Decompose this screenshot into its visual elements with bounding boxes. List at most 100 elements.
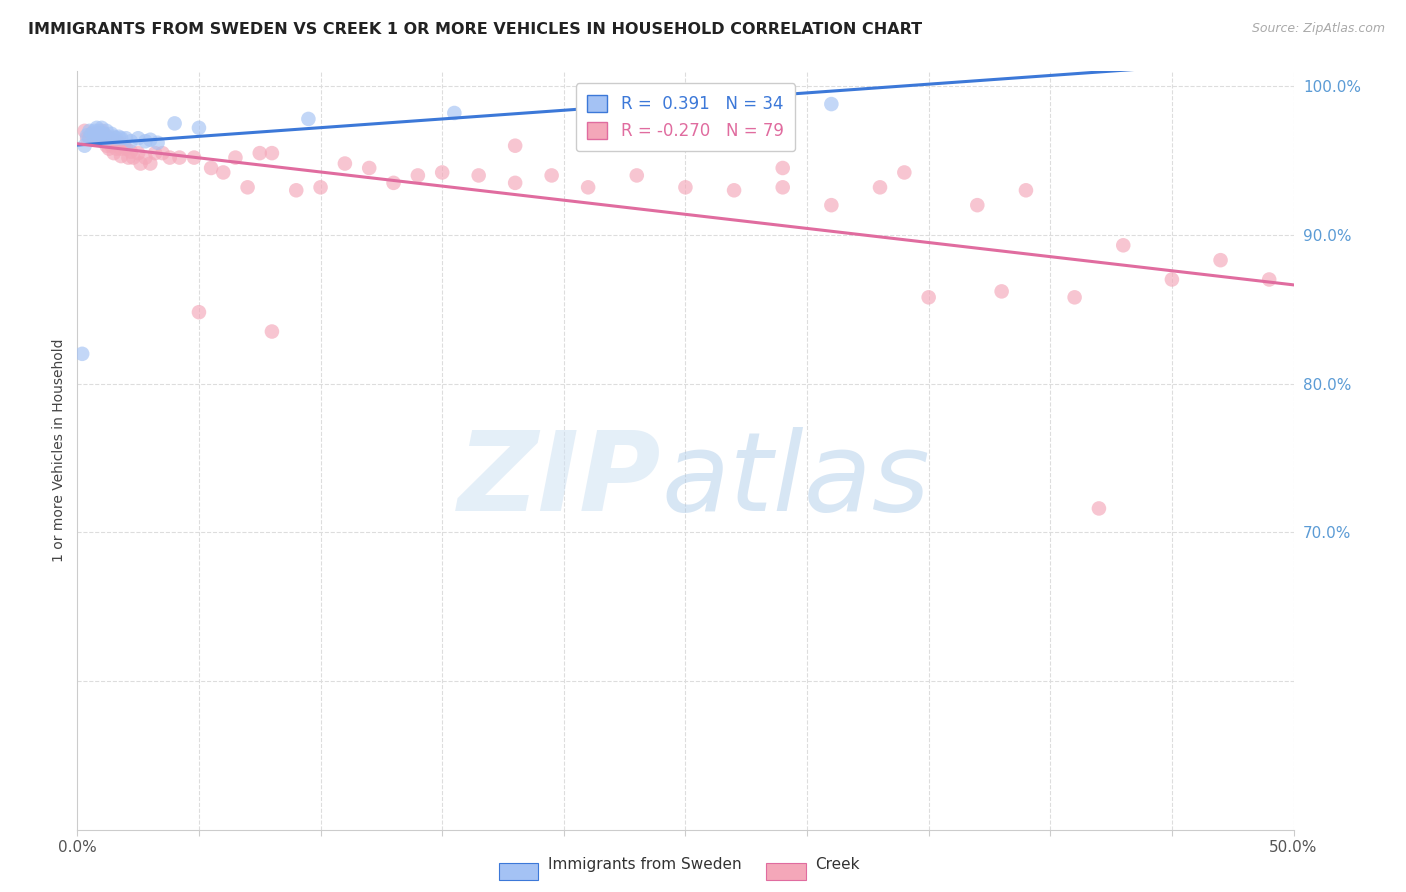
Point [503, 138, 526, 153]
Point [122, 151, 145, 165]
Text: Immigrants from Sweden: Immigrants from Sweden [548, 857, 742, 871]
Point [134, 134, 156, 148]
Point [127, 146, 149, 161]
Point [93, 133, 115, 147]
Point [120, 134, 142, 148]
Point [107, 136, 129, 150]
Point [76, 131, 98, 145]
Point [1112, 238, 1135, 252]
Point [1015, 183, 1038, 197]
Point [503, 176, 526, 190]
Point [107, 129, 129, 144]
Y-axis label: 1 or more Vehicles in Household: 1 or more Vehicles in Household [52, 339, 66, 562]
Point [90, 127, 112, 141]
Point [772, 161, 794, 175]
Point [359, 161, 381, 175]
Point [89, 131, 111, 145]
Point [93, 127, 115, 141]
Point [309, 180, 332, 194]
Point [467, 169, 489, 183]
Point [236, 180, 259, 194]
Point [105, 131, 128, 145]
Text: Creek: Creek [815, 857, 860, 871]
Point [918, 290, 941, 304]
Point [869, 180, 891, 194]
Point [152, 146, 174, 161]
Point [129, 156, 152, 170]
Legend: R =  0.391   N = 34, R = -0.270   N = 79: R = 0.391 N = 34, R = -0.270 N = 79 [575, 84, 796, 152]
Point [110, 142, 132, 156]
Point [163, 116, 186, 130]
Point [97, 131, 120, 145]
Point [146, 136, 169, 150]
Point [103, 146, 125, 161]
Point [772, 180, 794, 194]
Text: atlas: atlas [661, 427, 929, 534]
Point [169, 151, 191, 165]
Point [382, 176, 405, 190]
Point [86, 127, 108, 141]
Point [966, 198, 988, 212]
Point [117, 151, 139, 165]
Point [333, 156, 356, 170]
Point [139, 156, 162, 170]
Point [80, 127, 103, 141]
Point [79, 124, 101, 138]
Point [212, 165, 235, 179]
Point [443, 106, 465, 120]
Point [79, 131, 101, 145]
Point [134, 151, 156, 165]
Point [115, 131, 138, 145]
Point [540, 169, 562, 183]
Point [1161, 272, 1184, 286]
Point [285, 183, 308, 197]
Point [97, 131, 120, 145]
Point [110, 131, 132, 145]
Point [820, 198, 842, 212]
Point [73, 124, 96, 138]
Point [1209, 253, 1232, 268]
Point [89, 131, 111, 145]
Point [127, 131, 149, 145]
Text: Source: ZipAtlas.com: Source: ZipAtlas.com [1251, 22, 1385, 36]
Point [1258, 272, 1281, 286]
Point [90, 129, 112, 144]
Point [96, 138, 118, 153]
Point [73, 138, 96, 153]
Point [80, 127, 103, 141]
Point [97, 142, 120, 156]
Point [103, 129, 125, 144]
Point [70, 347, 93, 361]
Point [260, 146, 283, 161]
Point [105, 134, 128, 148]
Point [143, 146, 166, 161]
Point [100, 138, 122, 153]
Point [89, 127, 111, 141]
Point [96, 129, 118, 144]
Point [79, 131, 101, 145]
Point [100, 127, 122, 141]
Point [76, 128, 98, 143]
Point [406, 169, 429, 183]
Point [1063, 290, 1085, 304]
Point [100, 134, 122, 148]
Point [159, 151, 181, 165]
Point [576, 180, 599, 194]
Point [90, 124, 112, 138]
Point [675, 180, 697, 194]
Point [990, 285, 1012, 299]
Point [120, 145, 142, 159]
Point [90, 120, 112, 135]
Point [626, 169, 648, 183]
Point [723, 183, 745, 197]
Point [93, 127, 115, 141]
Point [86, 120, 108, 135]
Point [1088, 501, 1111, 516]
Point [260, 325, 283, 339]
Point [93, 131, 115, 145]
Point [115, 142, 138, 156]
Point [200, 161, 222, 175]
Point [110, 149, 132, 163]
Point [83, 131, 105, 145]
Text: IMMIGRANTS FROM SWEDEN VS CREEK 1 OR MORE VEHICLES IN HOUSEHOLD CORRELATION CHAR: IMMIGRANTS FROM SWEDEN VS CREEK 1 OR MOR… [28, 22, 922, 37]
